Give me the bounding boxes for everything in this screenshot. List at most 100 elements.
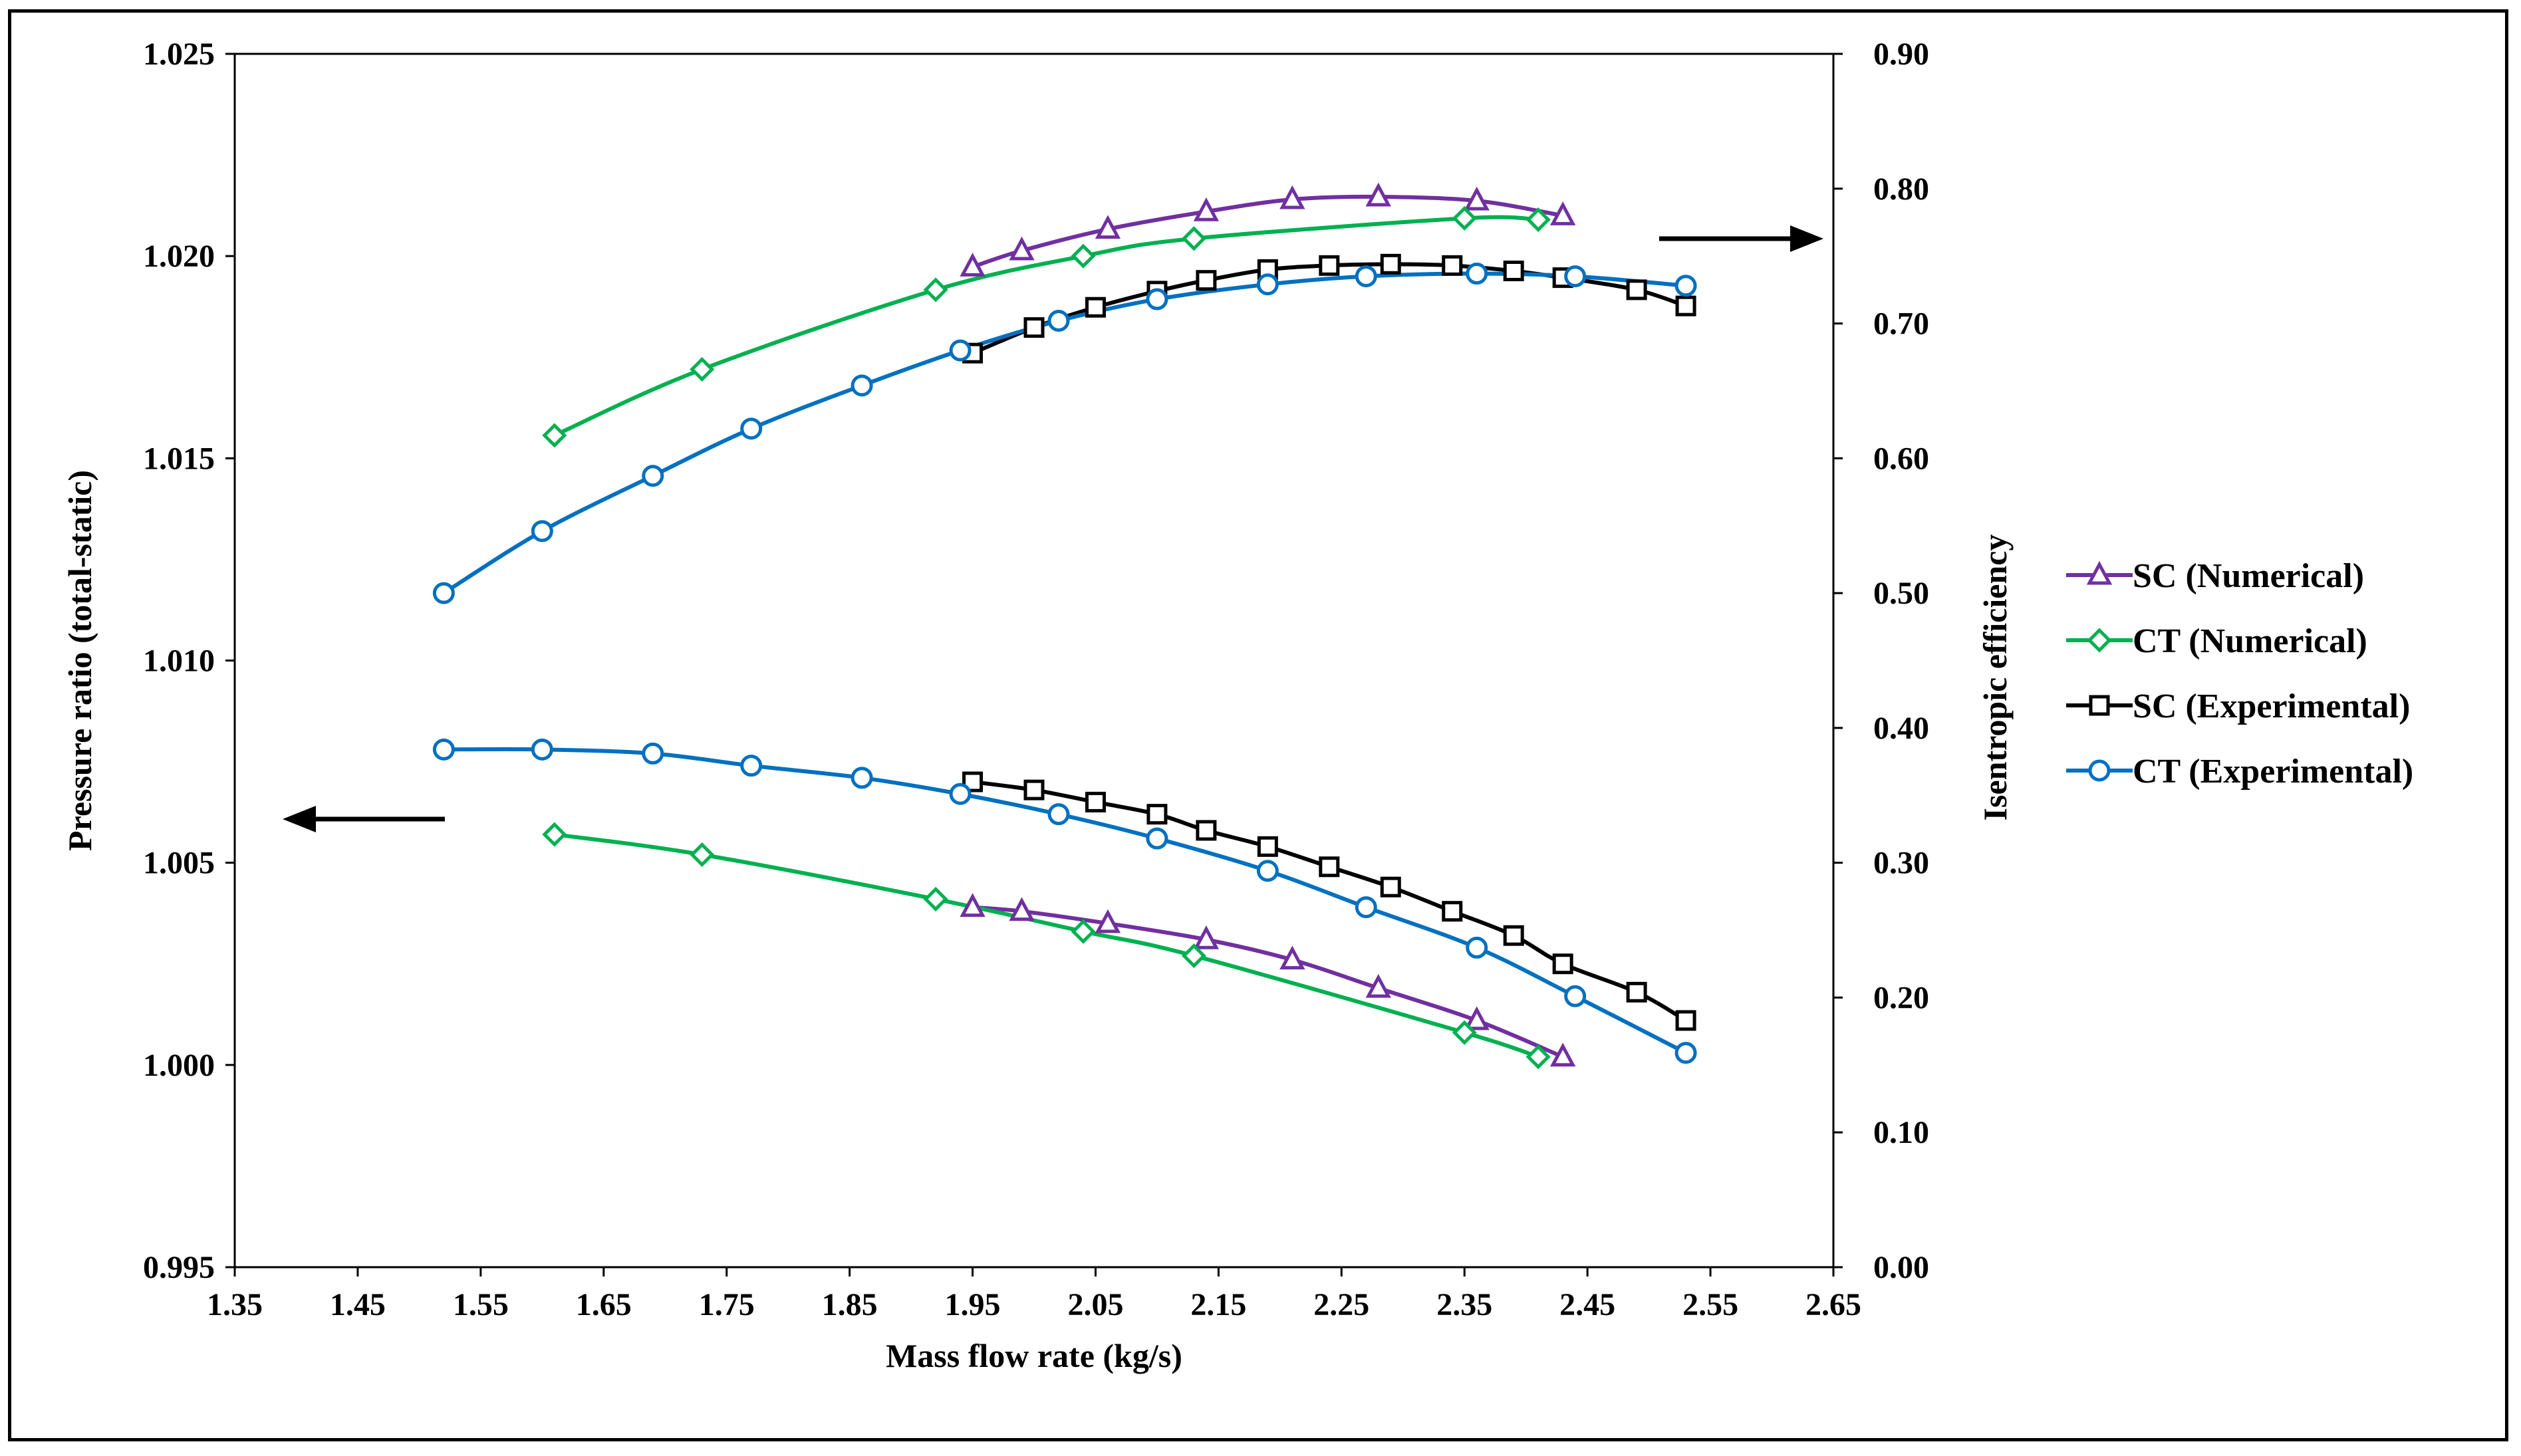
- y-right-tick-label: 0.10: [1873, 1115, 1929, 1150]
- data-point-circle: [642, 465, 664, 487]
- x-tick-label: 2.45: [1559, 1287, 1615, 1322]
- data-point-triangle: [1193, 925, 1220, 949]
- data-point-square: [1626, 981, 1647, 1003]
- y-right-tick-label: 0.30: [1873, 846, 1929, 881]
- chart-frame: 1.35 1.45 1.55 1.65 1.75 1.85 1.95 2.05 2.15 2.25…: [8, 9, 2508, 1441]
- data-point-circle: [949, 783, 972, 805]
- data-point-triangle: [1365, 973, 1391, 998]
- data-point-square: [1085, 297, 1106, 318]
- data-point-square: [1442, 901, 1463, 922]
- left-axis-arrow-icon: [283, 806, 316, 832]
- data-point-triangle: [1549, 201, 1576, 225]
- y-right-tick-label: 0.60: [1873, 441, 1929, 476]
- x-tick-label: 2.25: [1313, 1287, 1369, 1322]
- x-tick-label: 2.55: [1682, 1287, 1738, 1322]
- x-tick-label: 1.95: [945, 1287, 1001, 1322]
- data-point-circle: [1466, 936, 1488, 959]
- data-point-square: [1380, 876, 1401, 898]
- data-point-square: [1319, 856, 1340, 878]
- legend-label: SC (Numerical): [2133, 557, 2364, 595]
- data-point-circle: [1256, 860, 1279, 882]
- data-point-diamond: [1526, 1044, 1551, 1070]
- data-point-diamond: [542, 822, 567, 847]
- plot-area-border: [233, 53, 1835, 1269]
- y-left-tick-label: 1.015: [143, 441, 215, 476]
- data-point-triangle: [1464, 186, 1490, 211]
- y-right-tick-label: 0.40: [1873, 711, 1929, 746]
- series-line-pressure_ratio: [972, 905, 1564, 1059]
- legend-marker-square: [2089, 695, 2110, 716]
- data-point-diamond: [542, 423, 567, 448]
- data-point-diamond: [1071, 919, 1096, 944]
- y-left-tick-label: 1.000: [143, 1048, 215, 1083]
- y-left-tick-label: 0.995: [143, 1250, 215, 1285]
- data-point-diamond: [1452, 205, 1477, 231]
- data-point-square: [1085, 791, 1106, 812]
- y-right-tick-label: 0.70: [1873, 306, 1929, 342]
- data-point-circle: [1146, 288, 1168, 310]
- x-tick-label: 1.65: [576, 1287, 632, 1322]
- legend-marker-triangle: [2086, 560, 2113, 585]
- data-point-triangle: [960, 253, 986, 277]
- data-point-circle: [1674, 275, 1697, 297]
- data-point-square: [1380, 253, 1401, 275]
- x-tick-label: 2.15: [1190, 1287, 1246, 1322]
- data-point-circle: [1466, 263, 1488, 285]
- y-right-tick-label: 0.20: [1873, 980, 1929, 1015]
- data-point-square: [962, 771, 984, 792]
- data-point-circle: [1047, 310, 1070, 332]
- data-point-square: [1626, 279, 1647, 301]
- data-point-diamond: [690, 842, 715, 868]
- axes-layer: 1.35 1.45 1.55 1.65 1.75 1.85 1.95 2.05 2.15 2.25…: [143, 37, 1929, 1322]
- data-point-circle: [1146, 827, 1168, 850]
- data-point-circle: [1564, 265, 1587, 288]
- data-point-square: [1552, 953, 1573, 975]
- series-line-efficiency: [553, 215, 1539, 437]
- data-point-diamond: [923, 886, 948, 911]
- legend: SC (Numerical) CT (Numerical) SC (Experime…: [2066, 557, 2413, 790]
- y-right-tick-label: 0.00: [1873, 1250, 1929, 1285]
- arrows-layer: [283, 225, 1823, 832]
- legend-label: SC (Experimental): [2133, 687, 2410, 725]
- x-tick-label: 2.05: [1067, 1287, 1123, 1322]
- x-tick-label: 1.55: [453, 1287, 509, 1322]
- data-point-circle: [1256, 273, 1279, 296]
- data-point-diamond: [1452, 1020, 1477, 1045]
- data-point-circle: [531, 738, 553, 761]
- data-point-triangle: [1279, 945, 1305, 970]
- x-tick-label: 2.65: [1805, 1287, 1861, 1322]
- data-point-diamond: [923, 277, 948, 303]
- right-axis-arrow-icon: [1790, 225, 1823, 252]
- data-point-circle: [1674, 1042, 1697, 1064]
- data-point-triangle: [1193, 197, 1220, 221]
- legend-label: CT (Experimental): [2133, 753, 2413, 790]
- x-axis-title: Mass flow rate (kg/s): [886, 1337, 1182, 1374]
- data-point-triangle: [1464, 1006, 1490, 1031]
- x-tick-label: 1.35: [207, 1287, 263, 1322]
- labels-layer: Mass flow rate (kg/s) Pressure ratio (to…: [61, 470, 2014, 1374]
- data-point-triangle: [960, 893, 986, 917]
- data-point-square: [1146, 804, 1168, 825]
- data-point-circle: [1355, 265, 1377, 288]
- data-point-square: [1675, 295, 1696, 316]
- data-point-square: [1196, 270, 1217, 291]
- data-point-square: [1442, 255, 1463, 276]
- data-point-circle: [1564, 985, 1587, 1007]
- data-point-diamond: [1071, 243, 1096, 269]
- data-point-circle: [642, 742, 664, 765]
- data-point-triangle: [1549, 1042, 1576, 1067]
- chart-svg: 1.35 1.45 1.55 1.65 1.75 1.85 1.95 2.05 2.15 2.25…: [61, 37, 2413, 1374]
- y-left-tick-label: 1.020: [143, 239, 215, 274]
- data-point-circle: [740, 418, 763, 440]
- data-point-square: [1196, 820, 1217, 841]
- x-tick-label: 1.45: [330, 1287, 386, 1322]
- y-left-tick-label: 1.025: [143, 37, 215, 72]
- data-point-square: [1257, 836, 1278, 857]
- series-line-pressure_ratio: [554, 832, 1539, 1059]
- data-point-triangle: [1009, 236, 1035, 261]
- x-tick-label: 2.35: [1436, 1287, 1492, 1322]
- y-left-tick-label: 1.005: [143, 846, 215, 881]
- data-point-circle: [949, 339, 972, 362]
- data-point-circle: [851, 374, 873, 397]
- data-point-circle: [432, 738, 455, 761]
